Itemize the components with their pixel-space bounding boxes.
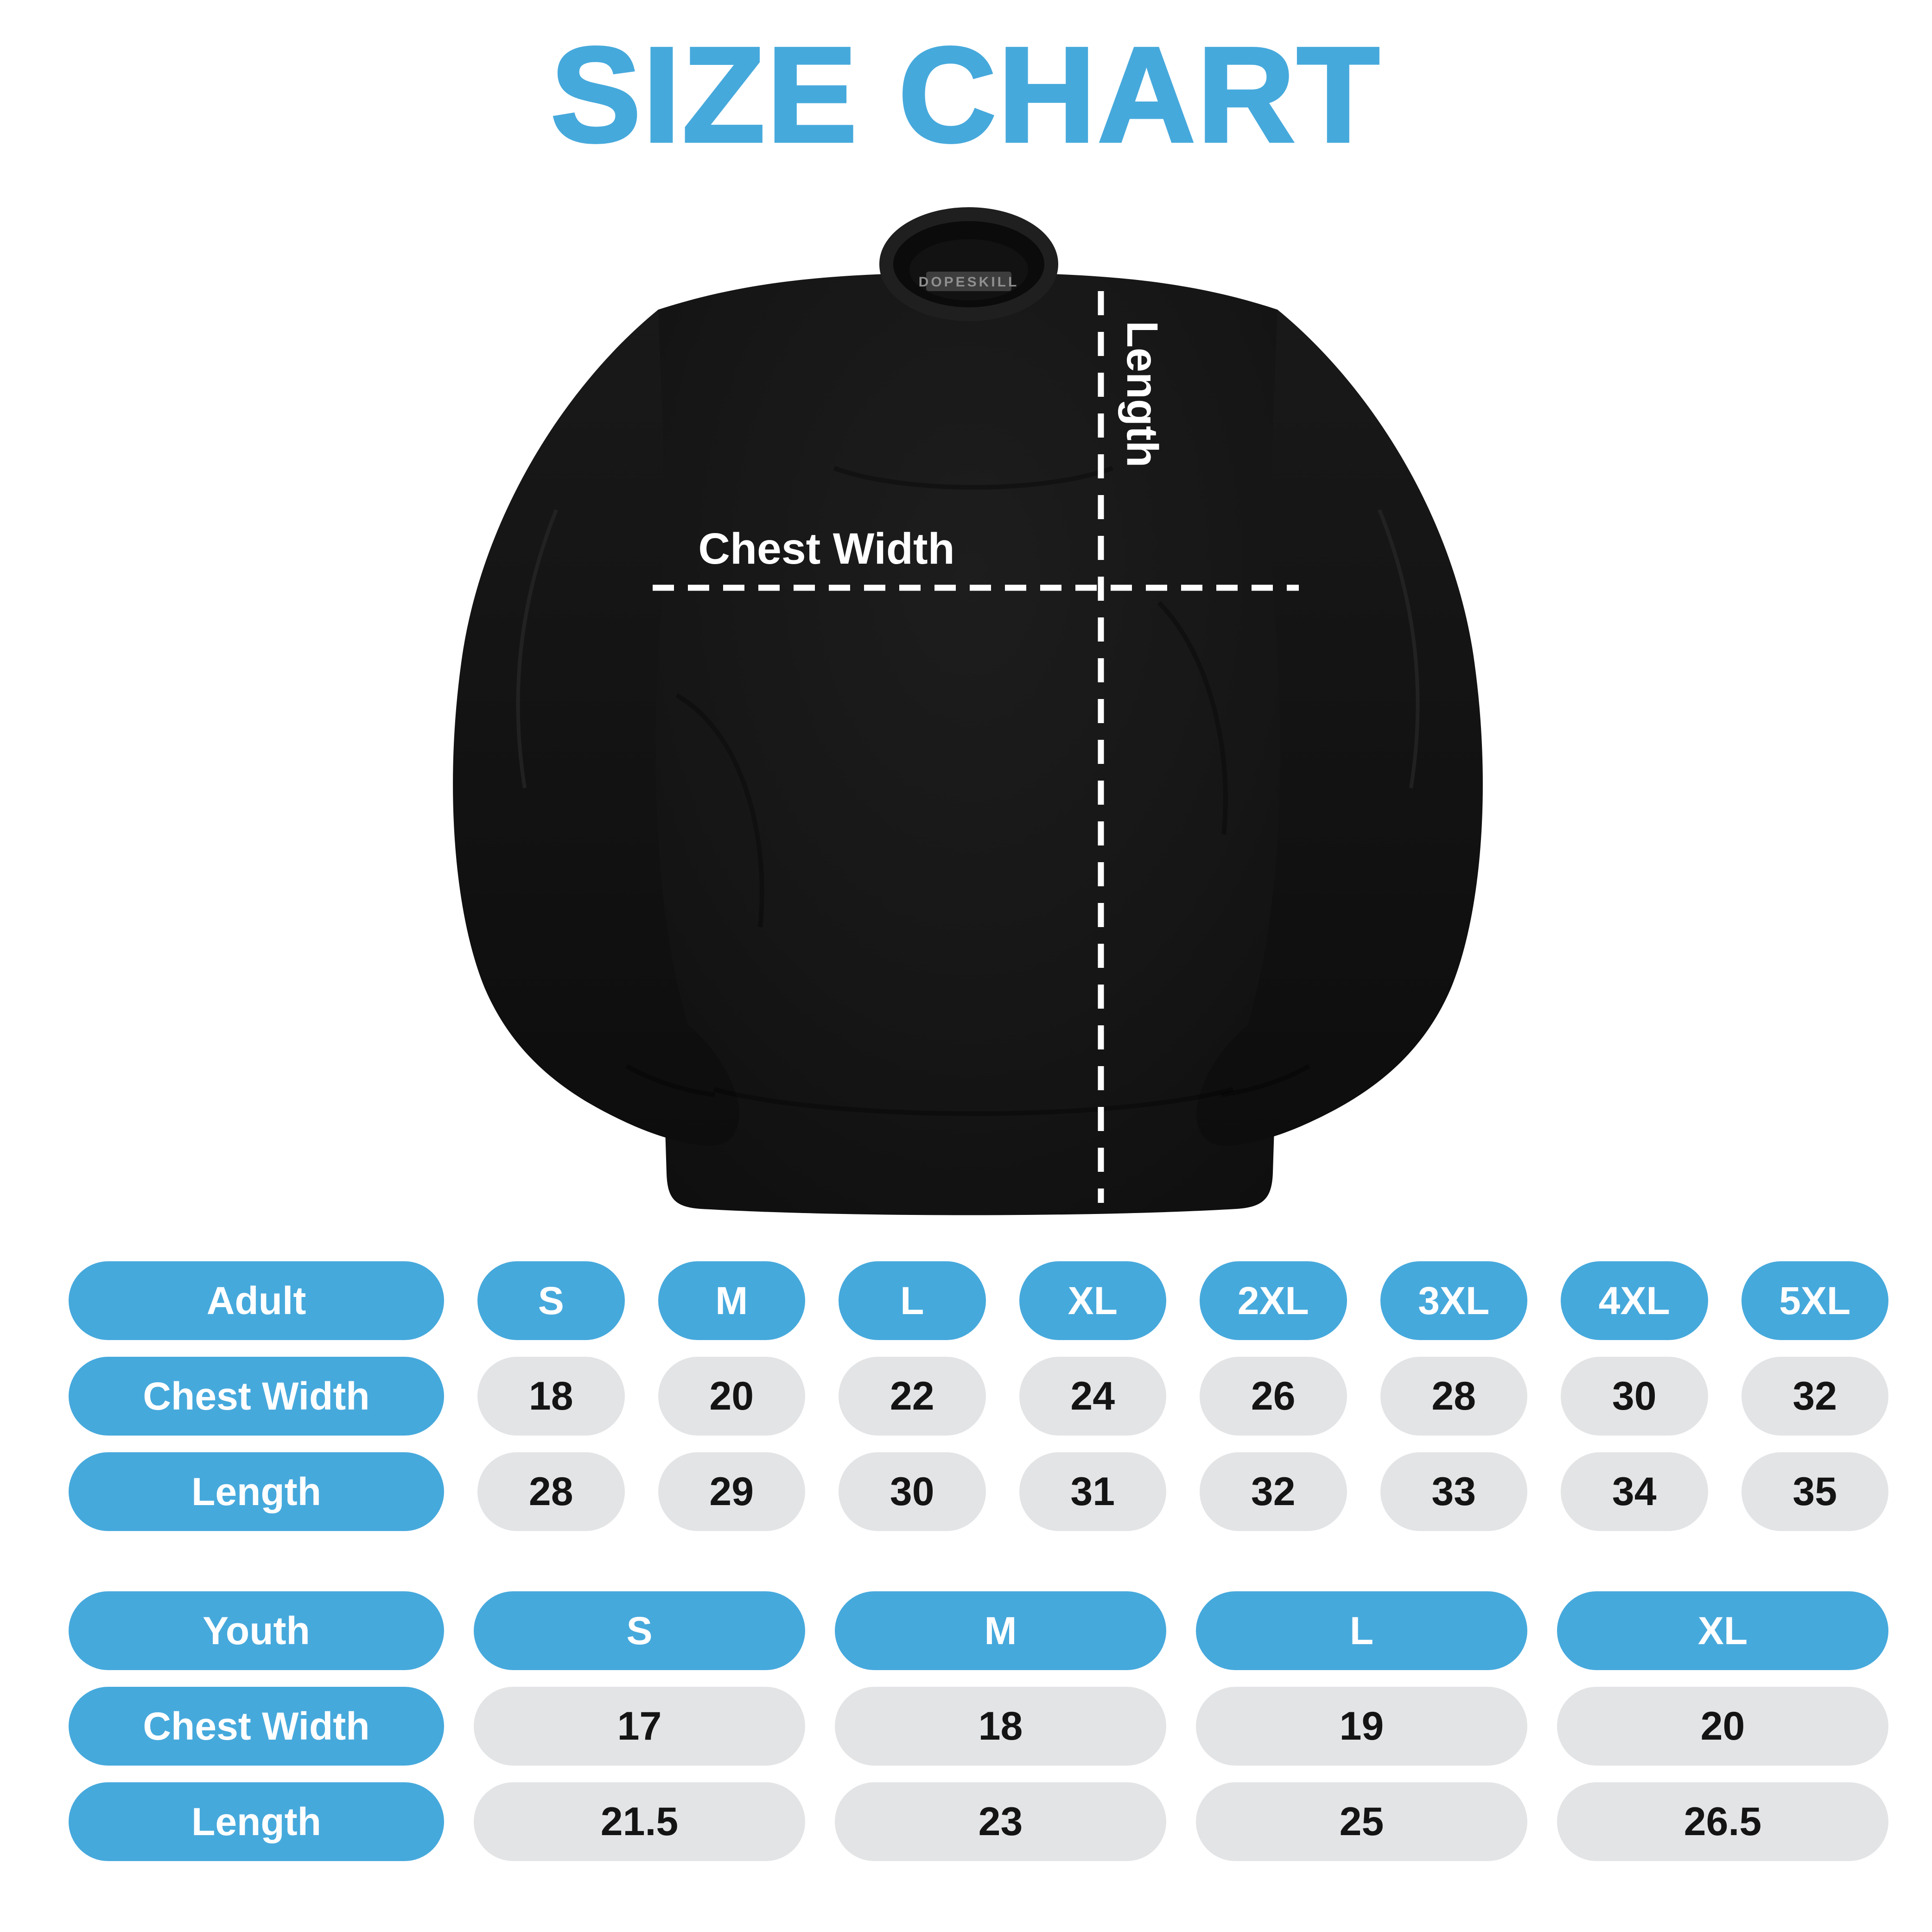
adult-length-value: 35 xyxy=(1741,1452,1888,1531)
adult-size-header-3xl: 3XL xyxy=(1380,1261,1527,1340)
adult-size-table: Adult S M L XL 2XL 3XL 4XL 5XL Chest Wid… xyxy=(69,1261,1888,1531)
adult-length-value: 32 xyxy=(1200,1452,1347,1531)
adult-chest-width-value: 18 xyxy=(477,1357,625,1436)
adult-length-value: 30 xyxy=(839,1452,986,1531)
adult-size-header-xl: XL xyxy=(1019,1261,1166,1340)
youth-chest-width-value: 19 xyxy=(1196,1687,1527,1766)
adult-chest-width-value: 28 xyxy=(1380,1357,1527,1436)
length-label: Length xyxy=(1118,321,1167,468)
youth-size-header-xl: XL xyxy=(1557,1591,1888,1670)
adult-length-value: 34 xyxy=(1561,1452,1708,1531)
adult-length-value: 28 xyxy=(477,1452,625,1531)
adult-size-header-l: L xyxy=(839,1261,986,1340)
page-title: SIZE CHART xyxy=(549,19,1381,170)
collar: DOPESKILL xyxy=(879,207,1058,321)
adult-chest-width-value: 30 xyxy=(1561,1357,1708,1436)
shirt-right-sleeve xyxy=(1196,310,1483,1146)
adult-size-header-m: M xyxy=(658,1261,805,1340)
adult-length-value: 31 xyxy=(1019,1452,1166,1531)
youth-length-value: 26.5 xyxy=(1557,1782,1888,1861)
adult-chest-width-value: 24 xyxy=(1019,1357,1166,1436)
youth-chest-width-value: 20 xyxy=(1557,1687,1888,1766)
youth-length-value: 21.5 xyxy=(474,1782,805,1861)
fabric-folds xyxy=(625,466,1310,1116)
adult-chest-width-value: 26 xyxy=(1200,1357,1347,1436)
adult-length-value: 33 xyxy=(1380,1452,1527,1531)
brand-tag-text: DOPESKILL xyxy=(919,274,1019,290)
adult-size-header-4xl: 4XL xyxy=(1561,1261,1708,1340)
youth-length-value: 23 xyxy=(835,1782,1166,1861)
youth-chest-width-row-label: Chest Width xyxy=(69,1687,444,1766)
youth-length-row-label: Length xyxy=(69,1782,444,1861)
adult-length-value: 29 xyxy=(658,1452,805,1531)
adult-chest-width-value: 20 xyxy=(658,1357,805,1436)
youth-chest-width-value: 18 xyxy=(835,1687,1166,1766)
youth-chest-width-value: 17 xyxy=(474,1687,805,1766)
adult-chest-width-value: 22 xyxy=(839,1357,986,1436)
adult-size-header-2xl: 2XL xyxy=(1200,1261,1347,1340)
adult-size-header-s: S xyxy=(477,1261,625,1340)
adult-table-header: Adult xyxy=(69,1261,444,1340)
youth-size-header-m: M xyxy=(835,1591,1166,1670)
shirt-svg: DOPESKILL Chest Width Length xyxy=(453,207,1483,1215)
youth-table-header: Youth xyxy=(69,1591,444,1670)
youth-length-value: 25 xyxy=(1196,1782,1527,1861)
youth-size-header-l: L xyxy=(1196,1591,1527,1670)
adult-size-header-5xl: 5XL xyxy=(1741,1261,1888,1340)
shirt-left-sleeve xyxy=(453,310,739,1146)
brand-tag xyxy=(926,272,1011,291)
adult-length-row-label: Length xyxy=(69,1452,444,1531)
shirt-body xyxy=(652,273,1288,1215)
fabric-highlights xyxy=(516,509,1420,788)
youth-size-table: Youth S M L XL Chest Width 17 18 19 20 L… xyxy=(69,1591,1888,1861)
chest-width-label: Chest Width xyxy=(698,524,954,573)
adult-chest-width-value: 32 xyxy=(1741,1357,1888,1436)
shirt-diagram: DOPESKILL Chest Width Length xyxy=(417,185,1530,1252)
adult-chest-width-row-label: Chest Width xyxy=(69,1357,444,1436)
youth-size-header-s: S xyxy=(474,1591,805,1670)
